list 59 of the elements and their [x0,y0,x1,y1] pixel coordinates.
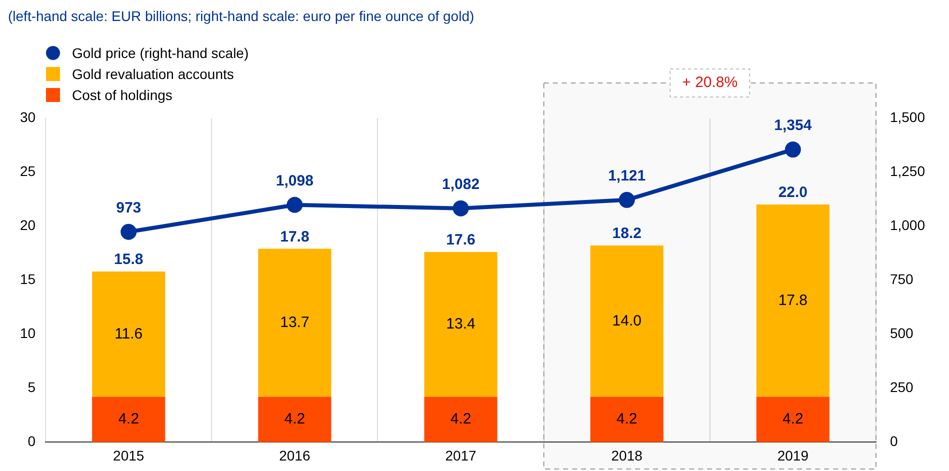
y2-tick-label: 250 [890,379,914,396]
data-label: 4.2 [616,410,638,428]
total-label: 17.8 [280,228,310,246]
y2-tick-label: 750 [890,270,914,287]
data-label: 4.2 [118,410,140,428]
point [120,224,137,240]
bar [756,396,830,442]
data-label: 4.2 [284,410,306,428]
bar [92,396,166,442]
data-label: 1,082 [442,176,480,193]
bar [424,252,498,397]
y-tick-label: 5 [28,379,36,396]
y2-tick-label: 1,000 [890,216,926,233]
data-label: 1,098 [276,172,314,190]
total-label: 18.2 [612,225,642,242]
chart-subtitle: (left-hand scale: EUR billions; right-hand scale: euro per fine ounce of gold) [8,8,474,24]
y-tick-label: 20 [20,216,36,233]
data-label: 1,121 [608,168,646,185]
data-label: 1,354 [774,117,812,134]
y2-tick-label: 1,500 [890,108,926,125]
y2-tick-label: 0 [890,433,898,450]
y2-tick-label: 500 [890,324,914,341]
total-label: 17.6 [446,232,476,249]
x-tick-label: 2016 [279,447,310,464]
bar [258,248,332,397]
x-tick-label: 2017 [445,447,477,464]
y-tick-label: 30 [20,108,36,125]
bar [424,396,498,442]
y-tick-label: 25 [20,162,36,179]
point [452,200,469,216]
data-label: 973 [116,200,142,217]
point [286,196,303,213]
data-label: 13.4 [446,316,476,333]
x-tick-label: 2018 [611,447,643,464]
legend-label: Gold revaluation accounts [72,66,234,82]
x-tick-label: 2019 [777,447,809,464]
data-label: 4.2 [782,410,804,428]
band-label: + 20.8% [682,74,738,92]
y2-tick-label: 1,250 [890,162,926,179]
point [618,192,635,208]
y-tick-label: 10 [20,324,36,341]
data-label: 13.7 [280,314,310,331]
data-label: 17.8 [778,292,808,309]
data-label: 14.0 [612,312,642,330]
legend-label: Gold price (right-hand scale) [72,44,249,60]
total-label: 22.0 [778,184,808,202]
bar [756,204,830,397]
bar [258,396,332,442]
data-label: 4.2 [450,410,472,428]
total-label: 15.8 [114,251,144,268]
bar [92,271,166,397]
legend-label: Cost of holdings [72,86,172,102]
y-tick-label: 15 [20,270,36,287]
point [784,142,801,158]
bar [590,246,664,397]
bar [590,396,664,442]
x-tick-label: 2015 [113,447,144,464]
y-tick-label: 0 [28,433,36,450]
data-label: 11.6 [114,325,143,342]
